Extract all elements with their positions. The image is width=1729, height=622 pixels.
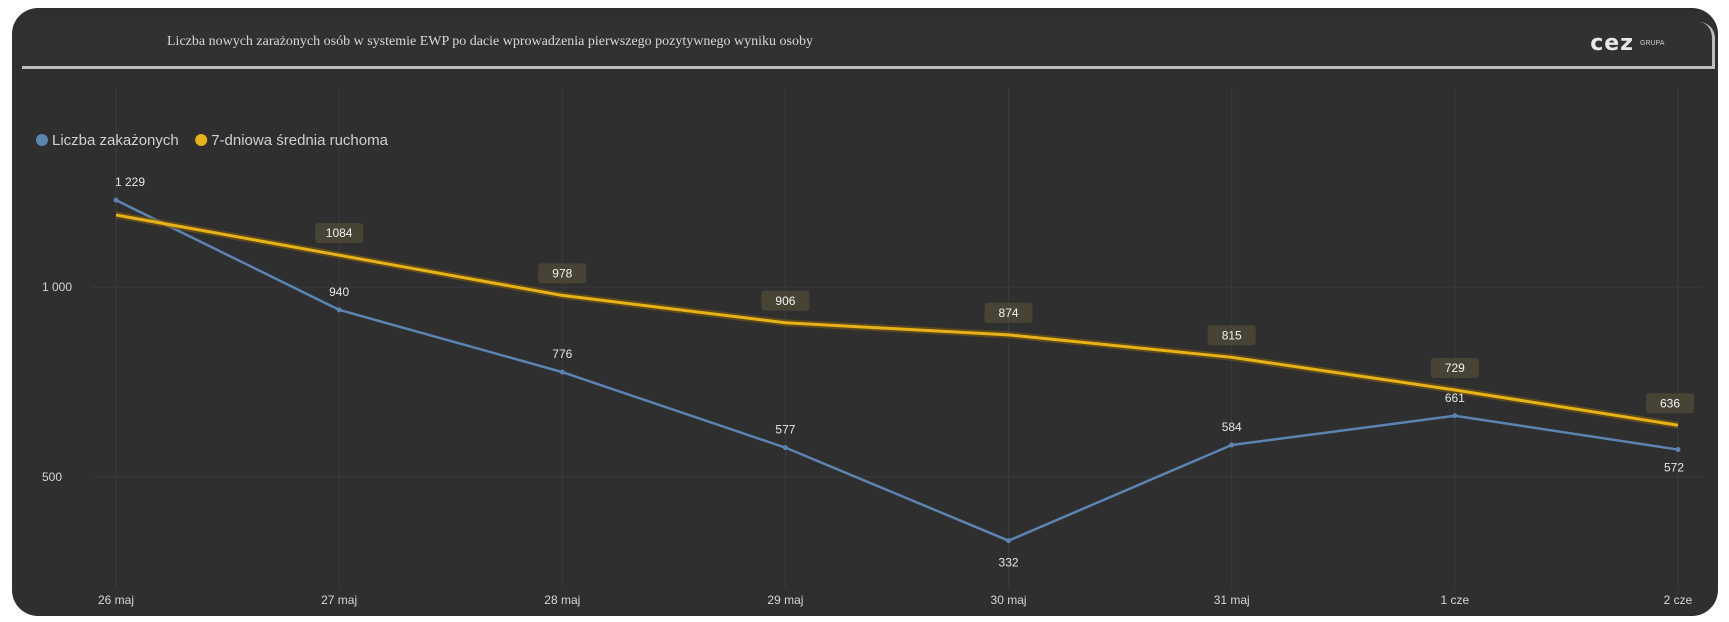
- data-label-infected: 776: [552, 347, 572, 361]
- legend-label: Liczba zakażonych: [52, 132, 179, 149]
- line-chart: 500 1 000 26 maj 27 maj 28 maj 29 maj 30 maj 31…: [36, 88, 1702, 607]
- series-line-average-shadow: [115, 211, 1679, 429]
- x-tick-label: 27 maj: [321, 593, 357, 607]
- x-tick-label: 30 maj: [991, 593, 1027, 607]
- series-point-infected: [336, 307, 342, 313]
- series-point-infected: [1452, 413, 1458, 419]
- cez-logo-subtext: GRUPA: [1640, 39, 1665, 47]
- data-label-box-average: [1646, 393, 1694, 414]
- x-tick-label: 26 maj: [98, 593, 134, 607]
- series-point-infected: [1006, 538, 1012, 544]
- data-label-box-average: [1430, 357, 1479, 378]
- x-tick-label: 28 maj: [544, 593, 580, 607]
- series-point-infected: [559, 369, 565, 375]
- x-tick-label: 31 maj: [1214, 593, 1250, 607]
- data-label-box-average: [538, 263, 587, 284]
- series-line-average: [115, 213, 1679, 427]
- data-label-average: 1084: [326, 226, 353, 240]
- data-label-infected: 584: [1222, 420, 1242, 434]
- cez-logo-mark: cez: [1590, 31, 1634, 56]
- chart-panel: Liczba nowych zarażonych osób w systemie…: [12, 8, 1718, 616]
- cez-logo: cez GRUPA: [1590, 31, 1678, 56]
- data-label-average: 978: [552, 266, 572, 280]
- series-point-infected: [113, 197, 119, 203]
- data-label-average: 815: [1222, 328, 1242, 342]
- legend-marker: [36, 134, 48, 146]
- series-point-infected: [1675, 447, 1681, 453]
- legend-label: 7-dniowa średnia ruchoma: [211, 132, 388, 149]
- x-tick-label: 29 maj: [767, 593, 803, 607]
- data-label-infected: 940: [329, 285, 349, 299]
- y-tick-label: 1 000: [42, 280, 72, 294]
- data-label-infected: 1 229: [115, 175, 145, 189]
- series-point-infected: [1229, 442, 1235, 448]
- legend-marker: [195, 134, 208, 146]
- chart-header: Liczba nowych zarażonych osób w systemie…: [22, 22, 1715, 69]
- data-label-average: 636: [1660, 396, 1680, 410]
- data-label-average: 874: [999, 306, 1019, 320]
- x-tick-label: 1 cze: [1441, 593, 1470, 607]
- series-point-infected: [782, 445, 788, 451]
- data-label-infected: 577: [775, 423, 795, 437]
- data-label-box-average: [1207, 325, 1256, 346]
- data-label-infected: 572: [1664, 461, 1684, 475]
- chart-title: Liczba nowych zarażonych osób w systemie…: [167, 34, 814, 49]
- data-label-box-average: [315, 223, 364, 244]
- data-label-average: 906: [775, 294, 795, 308]
- data-label-box-average: [761, 290, 810, 311]
- data-label-average: 729: [1445, 361, 1465, 375]
- data-label-box-average: [984, 302, 1033, 323]
- series-line-infected: [115, 199, 1679, 542]
- data-label-infected: 661: [1445, 391, 1465, 405]
- y-tick-label: 500: [42, 470, 62, 484]
- data-label-infected: 332: [999, 556, 1019, 570]
- x-tick-label: 2 cze: [1664, 593, 1693, 607]
